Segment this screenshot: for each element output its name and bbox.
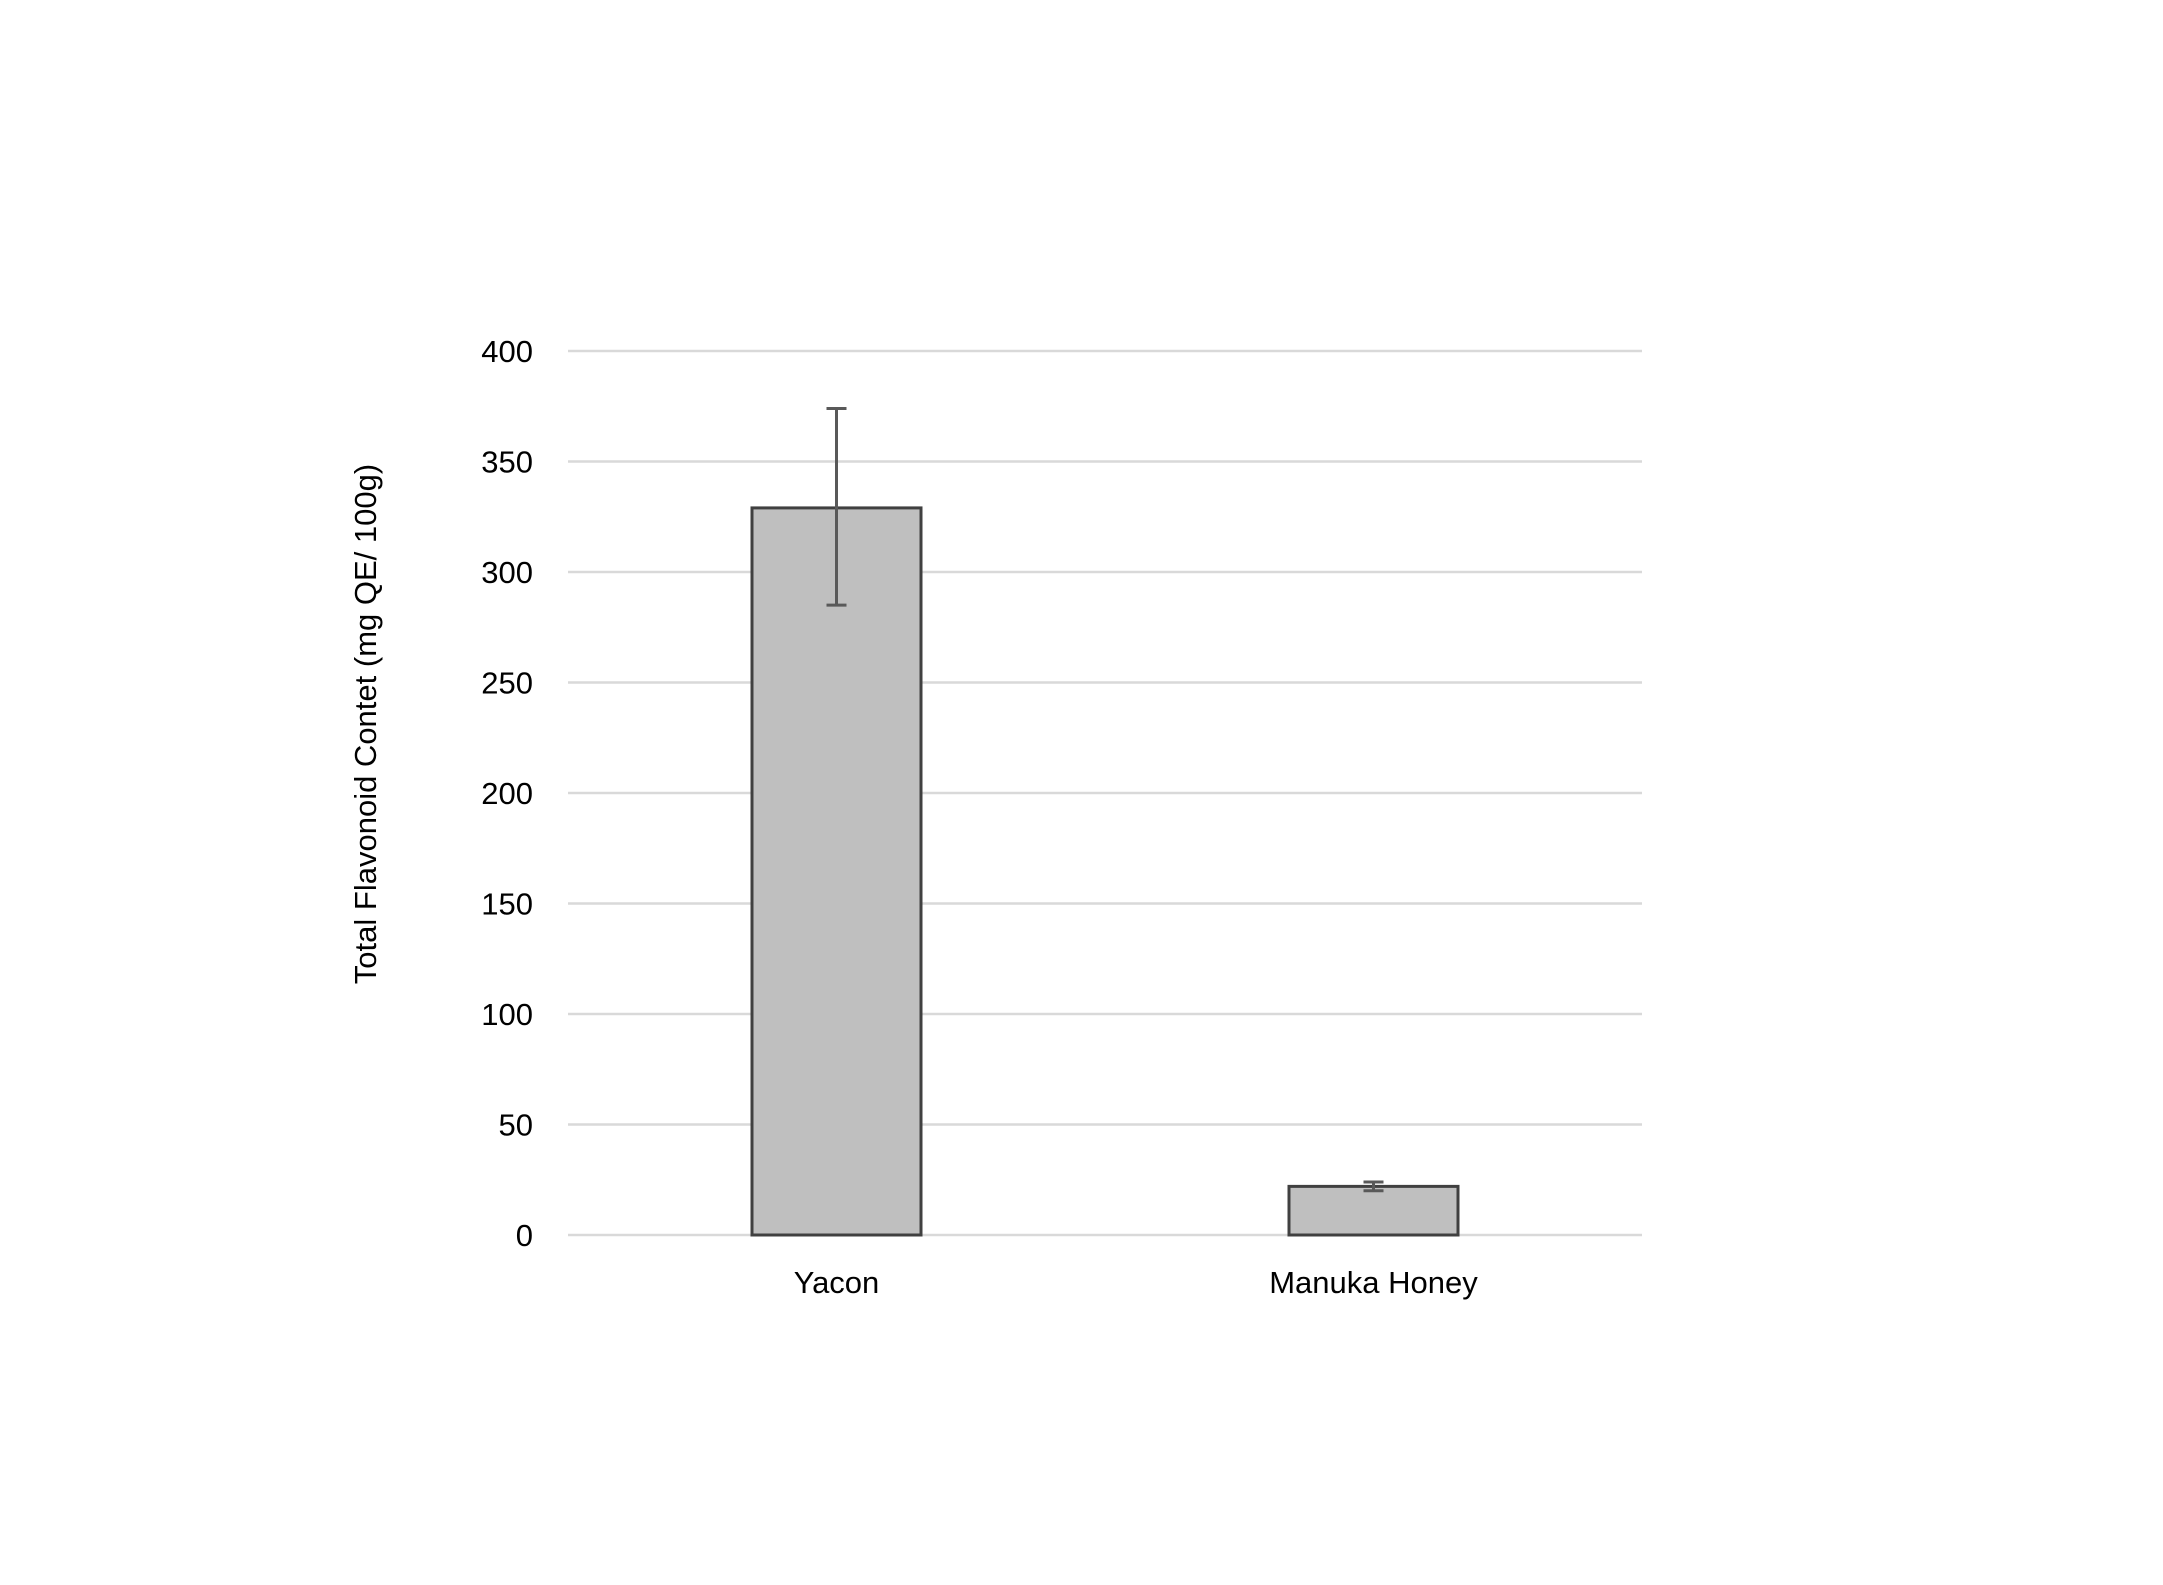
gridlines <box>568 349 1642 1237</box>
y-tick-label: 350 <box>481 445 533 480</box>
y-tick-label: 100 <box>481 997 533 1032</box>
x-tick-label: Manuka Honey <box>1269 1265 1478 1300</box>
y-tick-label: 0 <box>516 1218 533 1253</box>
y-tick-labels: 0 50 100 150 200 250 300 350 400 <box>481 334 533 1253</box>
bar-yacon <box>750 506 923 1237</box>
y-tick-label: 400 <box>481 334 533 369</box>
bar-manuka-honey <box>1287 1184 1460 1237</box>
x-tick-label: Yacon <box>794 1265 880 1300</box>
y-tick-label: 50 <box>499 1108 533 1143</box>
bars <box>750 506 1460 1237</box>
y-tick-label: 250 <box>481 666 533 701</box>
x-tick-labels: Yacon Manuka Honey <box>794 1265 1479 1300</box>
y-tick-label: 150 <box>481 887 533 922</box>
y-tick-label: 300 <box>481 555 533 590</box>
y-tick-label: 200 <box>481 776 533 811</box>
error-bars <box>826 406 1384 1193</box>
y-axis-title: Total Flavonoid Contet (mg QE/ 100g) <box>348 464 383 984</box>
